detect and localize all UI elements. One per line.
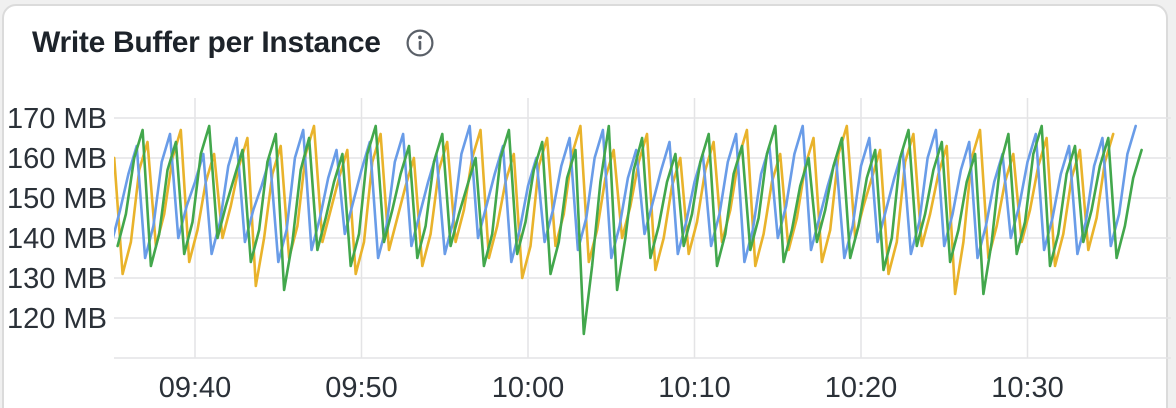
x-tick-label: 09:40: [159, 372, 232, 404]
info-icon[interactable]: [405, 28, 435, 58]
x-tick-label: 10:20: [825, 372, 898, 404]
y-tick-label: 160 MB: [7, 143, 107, 175]
x-tick-label: 10:10: [658, 372, 731, 404]
info-icon-glyph: [406, 29, 434, 57]
x-tick-label: 09:50: [325, 372, 398, 404]
y-tick-label: 150 MB: [7, 183, 107, 215]
panel-header: Write Buffer per Instance: [32, 20, 435, 66]
y-tick-label: 140 MB: [7, 223, 107, 255]
panel-title: Write Buffer per Instance: [32, 26, 381, 59]
y-tick-label: 130 MB: [7, 263, 107, 295]
series-green[interactable]: [116, 124, 1143, 336]
x-tick-label: 10:00: [492, 372, 565, 404]
y-tick-label: 170 MB: [7, 103, 107, 135]
x-tick-label: 10:30: [991, 372, 1064, 404]
y-tick-label: 120 MB: [7, 303, 107, 335]
